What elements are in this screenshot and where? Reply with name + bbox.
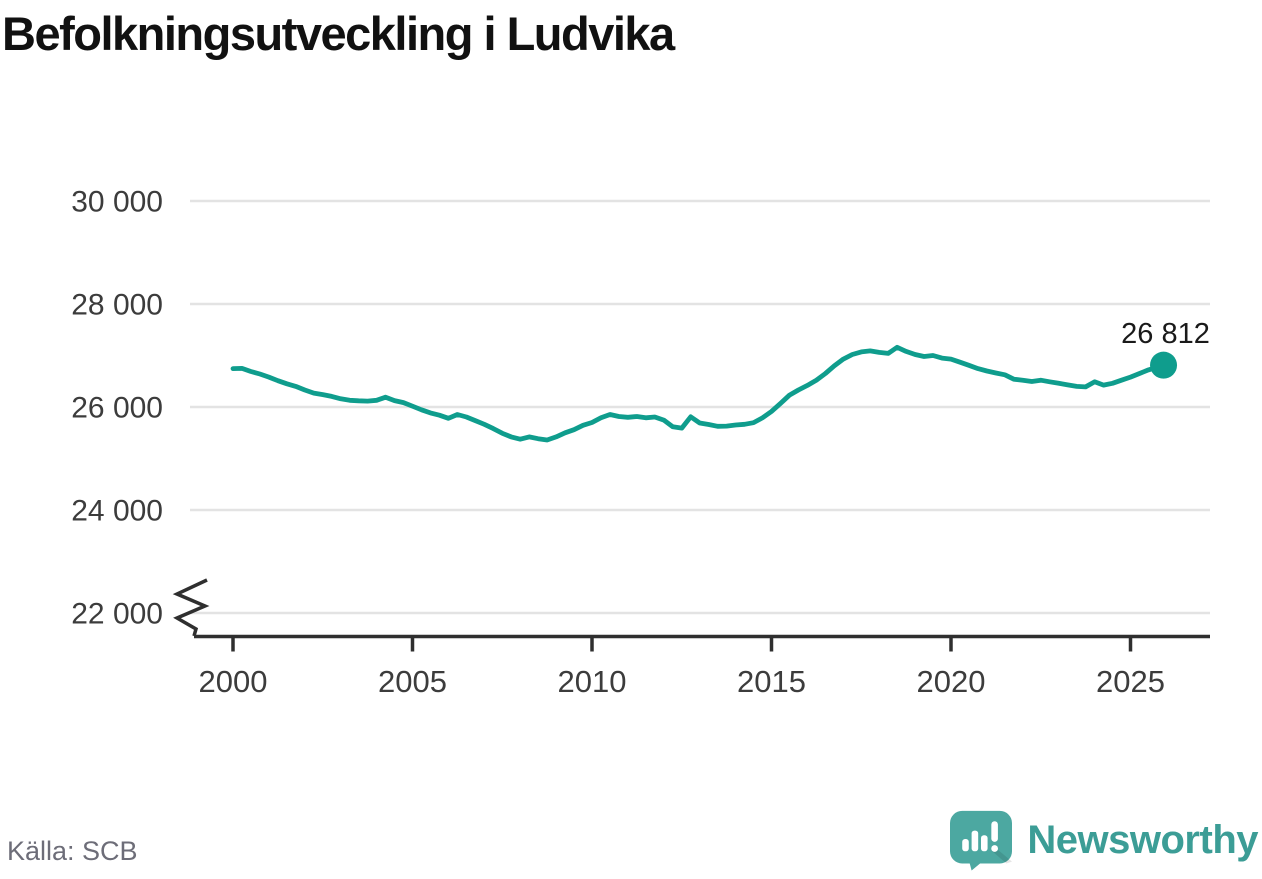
x-axis-ticks (231, 636, 1133, 652)
svg-text:2005: 2005 (378, 664, 447, 699)
svg-text:26 000: 26 000 (71, 392, 163, 425)
svg-text:30 000: 30 000 (71, 186, 163, 219)
last-point-label: 26 812 (1121, 318, 1210, 350)
svg-text:24 000: 24 000 (71, 495, 163, 528)
svg-text:2015: 2015 (737, 664, 806, 699)
svg-text:22 000: 22 000 (71, 598, 163, 631)
logo-mark-icon (950, 810, 1013, 871)
svg-text:28 000: 28 000 (71, 289, 163, 322)
population-line (230, 344, 1166, 443)
chart-title: Befolkningsutveckling i Ludvika (2, 7, 675, 60)
svg-text:2020: 2020 (917, 664, 986, 699)
gridlines (190, 199, 1210, 615)
y-axis-labels: 30 000 28 000 26 000 24 000 22 000 (71, 186, 163, 631)
svg-text:2000: 2000 (199, 664, 268, 699)
svg-text:2025: 2025 (1096, 664, 1165, 699)
x-axis-labels: 2000 2005 2010 2015 2020 2025 (199, 664, 1165, 699)
axis-break-icon (172, 578, 210, 637)
last-point-marker (1150, 351, 1178, 379)
svg-text:2010: 2010 (558, 664, 627, 699)
logo-wordmark: Newsworthy (1027, 817, 1258, 862)
newsworthy-logo: Newsworthy (948, 809, 1258, 871)
source-label: Källa: SCB (7, 836, 138, 866)
